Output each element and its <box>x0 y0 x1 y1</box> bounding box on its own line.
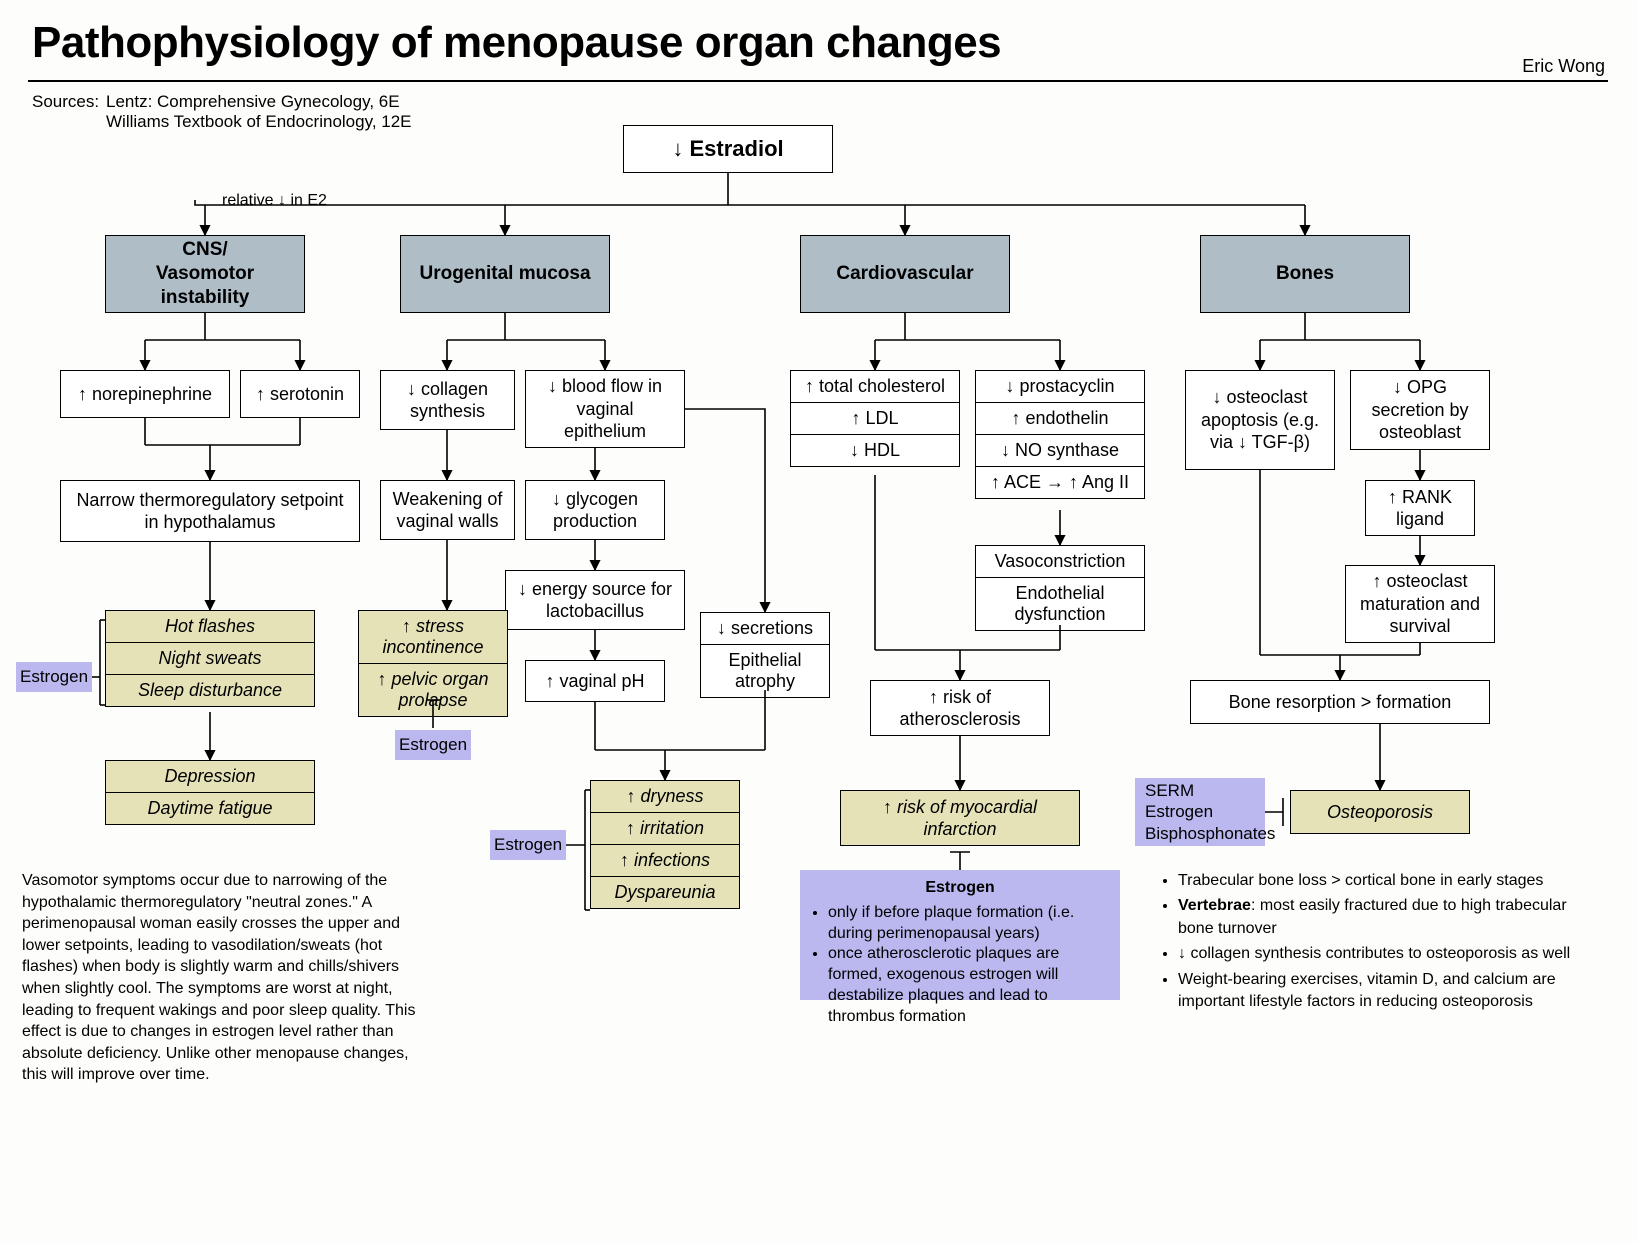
bone-note-1: Trabecular bone loss > cortical bone in … <box>1178 870 1590 892</box>
cv-no-synthase: ↓ NO synthase <box>976 435 1144 467</box>
bone-apoptosis: ↓ osteoclast apoptosis (e.g. via ↓ TGF-β… <box>1185 370 1335 470</box>
cv-lipid-stack: ↑ total cholesterol ↑ LDL ↓ HDL <box>790 370 960 467</box>
uro-treat-estrogen-1: Estrogen <box>395 730 471 760</box>
uro-secretions: ↓ secretions <box>701 613 829 645</box>
uro-secretion-stack: ↓ secretions Epithelial atrophy <box>700 612 830 698</box>
uro-prolapse-symptoms: ↑ stress incontinence ↑ pelvic organ pro… <box>358 610 508 717</box>
uro-sym-infections: ↑ infections <box>591 845 739 877</box>
uro-atrophy: Epithelial atrophy <box>701 645 829 697</box>
cns-sym-sleep-disturbance: Sleep disturbance <box>106 675 314 706</box>
cns-vasomotor-symptoms: Hot flashes Night sweats Sleep disturban… <box>105 610 315 707</box>
uro-glycogen: ↓ glycogen production <box>525 480 665 540</box>
cns-norepinephrine: ↑ norepinephrine <box>60 370 230 418</box>
author-credit: Eric Wong <box>1522 56 1605 77</box>
cv-sym-mi: ↑ risk of myocardial infarction <box>840 790 1080 846</box>
uro-dryness-symptoms: ↑ dryness ↑ irritation ↑ infections Dysp… <box>590 780 740 909</box>
cns-mood-symptoms: Depression Daytime fatigue <box>105 760 315 825</box>
source-1: Lentz: Comprehensive Gynecology, 6E <box>106 92 400 112</box>
uro-ph: ↑ vaginal pH <box>525 660 665 702</box>
uro-sym-prolapse: ↑ pelvic organ prolapse <box>359 664 507 716</box>
bone-maturation: ↑ osteoclast maturation and survival <box>1345 565 1495 643</box>
uro-bloodflow: ↓ blood flow in vaginal epithelium <box>525 370 685 448</box>
bone-opg: ↓ OPG secretion by osteoblast <box>1350 370 1490 450</box>
cns-sym-hot-flashes: Hot flashes <box>106 611 314 643</box>
edge-label-e2: relative ↓ in E2 <box>218 192 331 210</box>
cns-setpoint: Narrow thermoregulatory setpoint in hypo… <box>60 480 360 542</box>
source-2: Williams Textbook of Endocrinology, 12E <box>106 112 412 132</box>
uro-sym-incontinence: ↑ stress incontinence <box>359 611 507 664</box>
bone-resorption: Bone resorption > formation <box>1190 680 1490 724</box>
cv-vasoconstriction-stack: Vasoconstriction Endothelial dysfunction <box>975 545 1145 631</box>
cv-ldl: ↑ LDL <box>791 403 959 435</box>
cns-sym-fatigue: Daytime fatigue <box>106 793 314 824</box>
cns-note: Vasomotor symptoms occur due to narrowin… <box>22 870 422 1086</box>
bone-note-4: Weight-bearing exercises, vitamin D, and… <box>1178 969 1590 1014</box>
bone-note-2: Vertebrae: most easily fractured due to … <box>1178 895 1590 940</box>
cv-endo-dysfunction: Endothelial dysfunction <box>976 578 1144 630</box>
bone-note-3: ↓ collagen synthesis contributes to oste… <box>1178 943 1590 965</box>
header-rule <box>28 80 1608 82</box>
bone-notes: Trabecular bone loss > cortical bone in … <box>1160 870 1590 1016</box>
cns-treat-estrogen: Estrogen <box>16 662 92 692</box>
root-estradiol: ↓ Estradiol <box>623 125 833 173</box>
cv-note-title: Estrogen <box>810 878 1110 899</box>
cns-sym-night-sweats: Night sweats <box>106 643 314 675</box>
uro-sym-irritation: ↑ irritation <box>591 813 739 845</box>
cv-note-bullet-1: only if before plaque formation (i.e. du… <box>828 903 1110 945</box>
sources-label: Sources: <box>32 92 99 112</box>
cv-vasoconstriction: Vasoconstriction <box>976 546 1144 578</box>
cns-sym-depression: Depression <box>106 761 314 793</box>
uro-weaken: Weakening of vaginal walls <box>380 480 515 540</box>
cns-serotonin: ↑ serotonin <box>240 370 360 418</box>
cv-ace-ang: ↑ ACE → ↑ Ang II <box>976 467 1144 498</box>
uro-collagen: ↓ collagen synthesis <box>380 370 515 430</box>
uro-sym-dryness: ↑ dryness <box>591 781 739 813</box>
cv-atherosclerosis: ↑ risk of atherosclerosis <box>870 680 1050 736</box>
page-title: Pathophysiology of menopause organ chang… <box>32 18 1001 68</box>
bone-sym-osteoporosis: Osteoporosis <box>1290 790 1470 834</box>
cv-total-cholesterol: ↑ total cholesterol <box>791 371 959 403</box>
bone-treat: SERM Estrogen Bisphosphonates <box>1135 778 1265 846</box>
cat-cns: CNS/ Vasomotor instability <box>105 235 305 313</box>
cat-urogenital: Urogenital mucosa <box>400 235 610 313</box>
cv-endothelial-stack: ↓ prostacyclin ↑ endothelin ↓ NO synthas… <box>975 370 1145 499</box>
cat-bones: Bones <box>1200 235 1410 313</box>
cv-hdl: ↓ HDL <box>791 435 959 466</box>
cv-estrogen-note: Estrogen only if before plaque formation… <box>800 870 1120 1000</box>
cv-prostacyclin: ↓ prostacyclin <box>976 371 1144 403</box>
cat-cardiovascular: Cardiovascular <box>800 235 1010 313</box>
uro-energy: ↓ energy source for lactobacillus <box>505 570 685 630</box>
cv-endothelin: ↑ endothelin <box>976 403 1144 435</box>
bone-rank: ↑ RANK ligand <box>1365 480 1475 536</box>
cv-note-bullet-2: once atherosclerotic plaques are formed,… <box>828 944 1110 1027</box>
uro-treat-estrogen-2: Estrogen <box>490 830 566 860</box>
uro-sym-dyspareunia: Dyspareunia <box>591 877 739 908</box>
